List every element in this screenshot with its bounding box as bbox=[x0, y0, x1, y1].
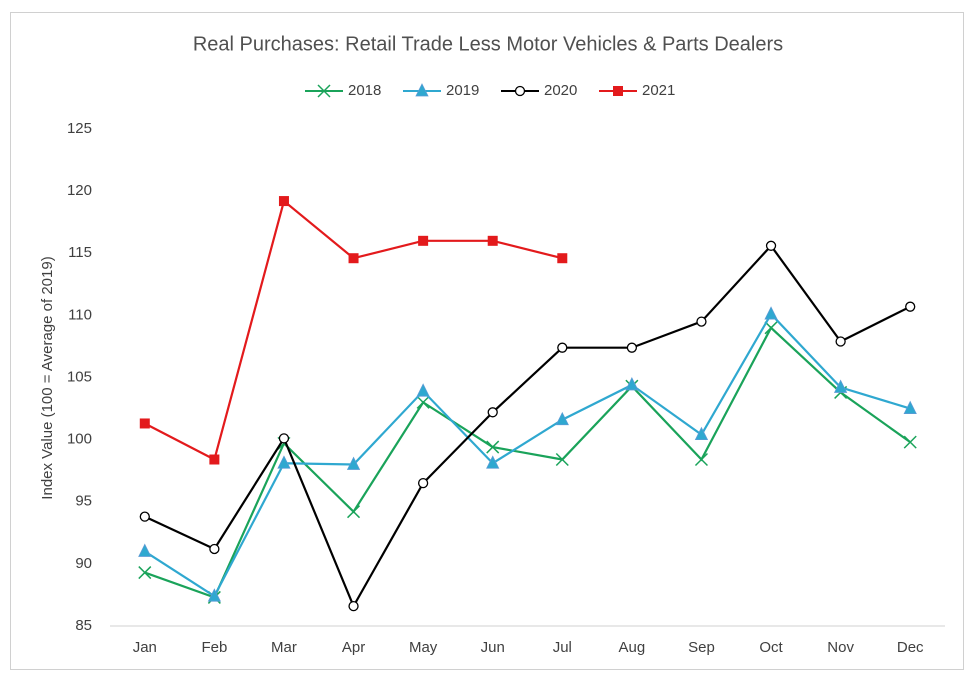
y-tick-label: 125 bbox=[67, 120, 92, 137]
x-tick-label: Mar bbox=[271, 639, 297, 656]
marker bbox=[694, 452, 708, 467]
series-line bbox=[144, 312, 911, 598]
marker bbox=[905, 301, 916, 312]
marker bbox=[278, 196, 289, 207]
marker bbox=[694, 426, 709, 441]
marker bbox=[209, 543, 220, 555]
marker bbox=[416, 395, 430, 409]
marker bbox=[555, 411, 569, 426]
marker bbox=[348, 600, 359, 612]
marker bbox=[346, 456, 361, 470]
marker bbox=[138, 543, 152, 557]
chart-title: Real Purchases: Retail Trade Less Motor … bbox=[193, 33, 783, 55]
marker bbox=[348, 253, 359, 264]
y-axis-label: Index Value (100 = Average of 2019) bbox=[39, 256, 56, 499]
y-tick-label: 90 bbox=[75, 555, 92, 572]
marker bbox=[487, 407, 498, 418]
series-line bbox=[144, 326, 911, 599]
x-tick-label: Nov bbox=[827, 639, 854, 656]
marker bbox=[207, 588, 222, 602]
legend-marker bbox=[415, 83, 429, 97]
legend-label: 2020 bbox=[544, 82, 577, 99]
legend-marker bbox=[317, 84, 331, 98]
y-tick-label: 95 bbox=[75, 493, 92, 510]
marker bbox=[347, 505, 361, 519]
marker bbox=[765, 240, 777, 251]
marker bbox=[764, 306, 778, 320]
marker bbox=[417, 477, 429, 489]
marker bbox=[139, 418, 150, 429]
chart-border bbox=[10, 12, 964, 670]
legend-label: 2021 bbox=[642, 82, 675, 99]
legend-marker bbox=[514, 85, 526, 97]
marker bbox=[557, 342, 568, 353]
marker bbox=[209, 454, 220, 465]
x-tick-label: Apr bbox=[342, 639, 365, 656]
marker bbox=[835, 336, 846, 347]
legend-label: 2019 bbox=[446, 82, 479, 99]
x-tick-label: Dec bbox=[897, 639, 924, 656]
legend-label: 2018 bbox=[348, 82, 381, 99]
x-tick-label: Jan bbox=[133, 639, 157, 656]
marker bbox=[625, 377, 639, 391]
x-tick-label: May bbox=[409, 639, 438, 656]
x-tick-label: Jun bbox=[481, 639, 505, 656]
marker bbox=[833, 379, 848, 393]
x-tick-label: Aug bbox=[619, 639, 646, 656]
marker bbox=[139, 511, 150, 522]
y-tick-label: 100 bbox=[67, 431, 92, 448]
legend-marker bbox=[613, 86, 623, 96]
marker bbox=[138, 566, 152, 580]
marker bbox=[278, 433, 290, 444]
marker bbox=[555, 452, 569, 467]
marker bbox=[557, 253, 568, 264]
y-tick-label: 115 bbox=[68, 244, 92, 261]
x-tick-label: Jul bbox=[553, 639, 572, 656]
marker bbox=[416, 383, 430, 397]
marker bbox=[903, 435, 917, 449]
marker bbox=[487, 235, 498, 246]
marker bbox=[764, 321, 778, 335]
marker bbox=[418, 235, 429, 246]
x-tick-label: Feb bbox=[201, 639, 227, 656]
marker bbox=[486, 455, 500, 469]
x-tick-label: Sep bbox=[688, 639, 715, 656]
marker bbox=[486, 440, 500, 454]
y-tick-label: 110 bbox=[68, 306, 92, 323]
series-line bbox=[144, 244, 911, 609]
x-tick-label: Oct bbox=[759, 639, 783, 656]
y-tick-label: 105 bbox=[67, 368, 92, 385]
marker bbox=[903, 400, 917, 414]
marker bbox=[277, 455, 291, 469]
marker bbox=[626, 342, 638, 353]
y-tick-label: 120 bbox=[67, 182, 92, 199]
marker bbox=[696, 316, 707, 327]
y-tick-label: 85 bbox=[75, 617, 92, 634]
